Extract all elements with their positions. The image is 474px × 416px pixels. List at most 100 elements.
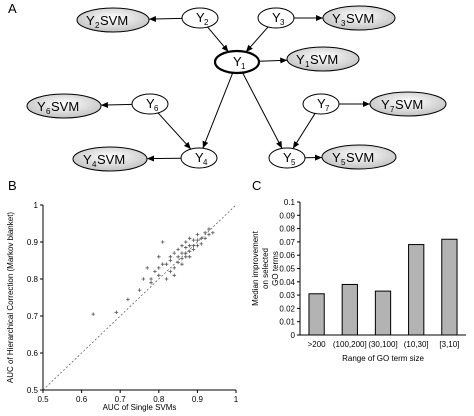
x-tick-label: 0.6	[76, 395, 88, 404]
svm-node-label: Y	[332, 150, 341, 165]
y-tick-label: 0.04	[279, 278, 295, 287]
y-tick-label: 0.8	[27, 275, 39, 284]
scatter-point	[157, 273, 161, 278]
scatter-point	[168, 258, 173, 263]
y-tick-label: 0.09	[279, 211, 295, 220]
scatter-point	[211, 230, 215, 235]
scatter-point	[187, 236, 192, 241]
scatter-plot: 0.5 0.6 0.7 0.8 0.9 1 0.5 0.6 0.7 0.8 0.9 1 AUC of S…	[6, 201, 239, 412]
scatter-point	[203, 236, 207, 241]
edge-Y6-Y4	[157, 112, 192, 150]
node-subscript: 3	[280, 18, 285, 27]
scatter-point	[137, 288, 142, 292]
y-tick-label: 0.03	[279, 291, 295, 300]
scatter-point	[157, 255, 161, 259]
scatter-point	[207, 232, 211, 237]
scatter-point	[203, 230, 207, 235]
node-subscript: 2	[204, 18, 209, 27]
svm-node-subscript: 7	[390, 105, 395, 114]
bar	[308, 293, 325, 336]
scatter-point	[180, 262, 184, 266]
scatter-point	[191, 243, 196, 248]
x-category-label: (10,30]	[404, 340, 429, 349]
y-tick-label: 0.06	[279, 251, 295, 260]
y-tick-label: 0.1	[284, 198, 296, 207]
panel-label-c: C	[252, 178, 261, 193]
y-tick-label: 0.7	[27, 312, 39, 321]
x-tick-label: 0.7	[115, 395, 127, 404]
node-subscript: 6	[154, 104, 159, 113]
node-subscript: 5	[291, 158, 296, 167]
scatter-point	[160, 262, 165, 266]
scatter-point	[164, 277, 169, 281]
svm-node-subscript: 5	[341, 158, 346, 167]
y-tick-label: 0.9	[27, 238, 39, 247]
y-axis-label-line: GO terms	[271, 251, 280, 286]
scatter-point	[199, 236, 204, 241]
y-axis-label-line: Median improvement	[251, 230, 260, 305]
node-label: Y	[146, 96, 155, 111]
node-subscript: 1	[241, 62, 246, 71]
svm-node-subscript: 6	[46, 107, 51, 116]
node-subscript: 7	[325, 104, 330, 113]
scatter-point	[114, 310, 119, 315]
scatter-point	[126, 297, 130, 302]
scatter-point	[184, 240, 188, 244]
scatter-point	[141, 277, 146, 281]
y-axis-label: AUC of Hierarchical Correction (Markov b…	[6, 212, 15, 384]
svm-node-suffix: SVM	[346, 11, 374, 26]
edge-Y6-Y6SVM	[100, 101, 133, 108]
scatter-point	[184, 245, 188, 250]
bar	[374, 290, 392, 336]
scatter-point	[195, 238, 200, 242]
edge-Y7-Y5	[292, 113, 316, 149]
y-tick-label: 0.6	[27, 349, 39, 358]
bar-chart: 0 0.01 0.02 0.03 0.04 0.05 0.06 0.07 0.08 0.09 0.1…	[251, 198, 466, 363]
y-tick-label: 0.02	[279, 304, 295, 313]
svm-node-label: Y	[296, 52, 305, 67]
svm-node-subscript: 4	[92, 160, 97, 169]
svm-node-suffix: SVM	[310, 52, 338, 67]
scatter-point	[187, 249, 192, 254]
x-tick-label: 0.9	[192, 395, 204, 404]
svm-node-label: Y	[83, 152, 92, 167]
scatter-point	[176, 247, 180, 252]
scatter-point	[187, 243, 192, 248]
scatter-point	[157, 266, 161, 270]
scatter-point	[91, 312, 95, 316]
scatter-point	[180, 243, 184, 248]
y-tick-label: 0.07	[279, 238, 295, 247]
node-label: Y	[272, 10, 281, 25]
x-tick-label: 0.8	[153, 395, 165, 404]
svm-node-suffix: SVM	[346, 150, 374, 165]
scatter-point	[191, 238, 196, 242]
svm-node-suffix: SVM	[97, 152, 125, 167]
y-tick-label: 0.01	[279, 318, 295, 327]
panel-label-a: A	[8, 1, 17, 16]
svm-node-suffix: SVM	[100, 13, 128, 28]
scatter-point	[199, 242, 204, 246]
node-label: Y	[195, 150, 204, 165]
svm-node-subscript: 1	[305, 60, 310, 69]
svm-node-label: Y	[332, 11, 341, 26]
svm-node-suffix: SVM	[51, 99, 79, 114]
scatter-point	[149, 280, 153, 285]
scatter-point	[180, 251, 184, 255]
node-label: Y	[196, 10, 205, 25]
y-tick-label: 0.05	[279, 265, 295, 274]
scatter-point	[195, 243, 200, 248]
x-category-label: (100,200]	[333, 340, 367, 349]
scatter-point	[187, 255, 192, 259]
bar	[441, 238, 458, 336]
